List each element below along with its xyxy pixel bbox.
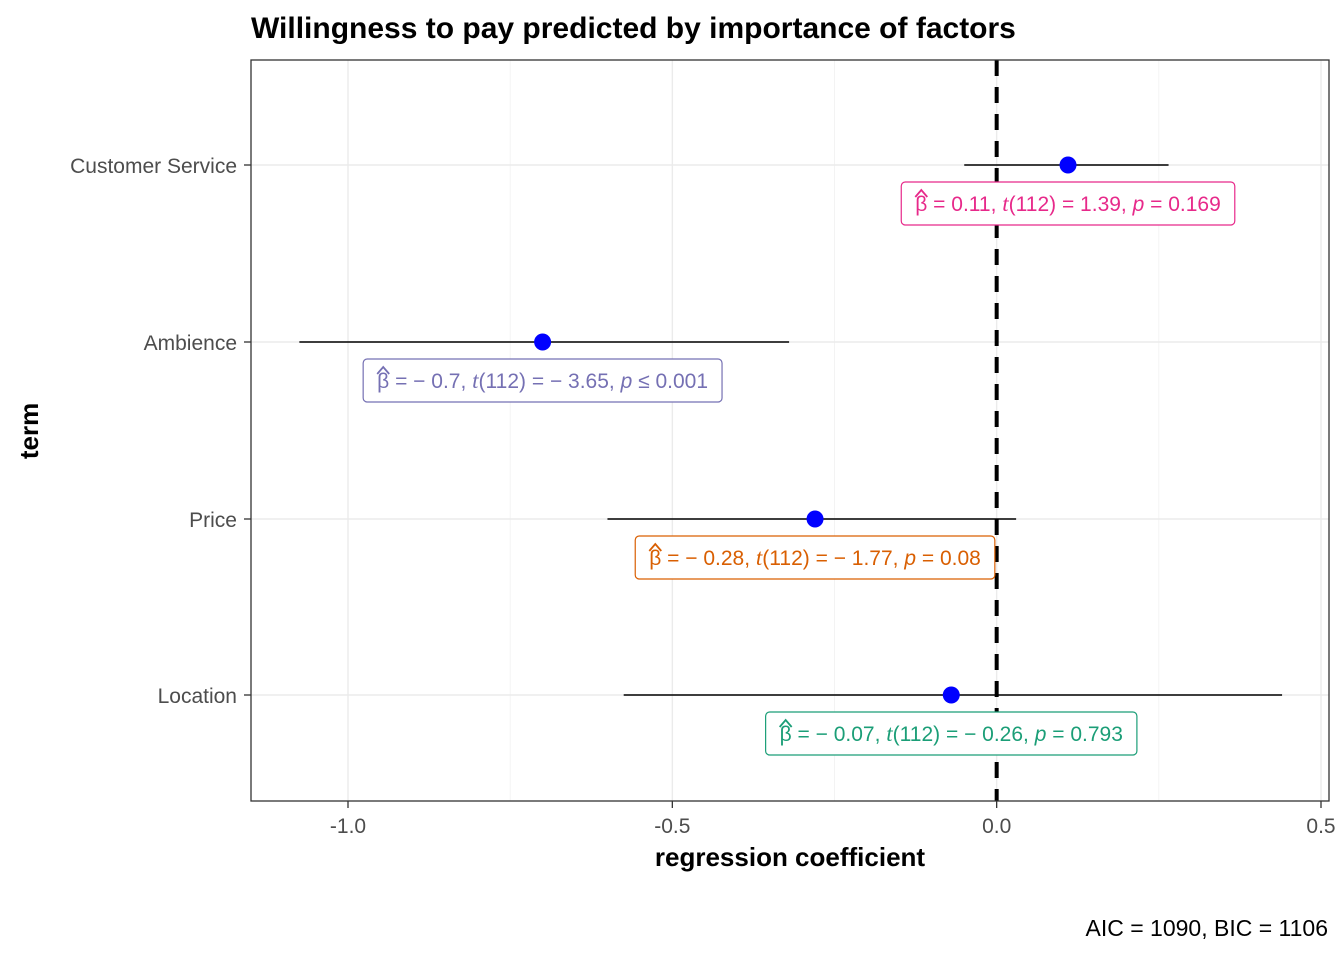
coefficient-point	[1059, 156, 1077, 174]
coefficient-annotation: β = − 0.07, t(112) = − 0.26, p = 0.793	[765, 711, 1138, 756]
x-axis: -1.0 -0.5 0.0 0.5	[330, 801, 1336, 838]
y-tick-label: Price	[189, 509, 237, 532]
coefficient-annotation: β = − 0.28, t(112) = − 1.77, p = 0.08	[634, 535, 996, 580]
grid-lines	[251, 60, 1329, 801]
beta-hat-mark	[648, 542, 662, 552]
y-tick-label: Customer Service	[70, 155, 237, 178]
coefficient-point	[534, 333, 552, 351]
x-tick-label: -0.5	[654, 815, 690, 838]
annotation-box	[362, 358, 723, 403]
annotation-box	[765, 711, 1138, 756]
annotation-text: β = − 0.7, t(112) = − 3.65, p ≤ 0.001	[377, 368, 708, 393]
coefficient-point	[806, 510, 824, 528]
beta-hat-mark	[376, 365, 390, 375]
y-axis: Customer Service Ambience Price Location	[70, 155, 251, 708]
coefficient-annotation: β = − 0.7, t(112) = − 3.65, p ≤ 0.001	[362, 358, 723, 403]
x-tick-label: -1.0	[330, 815, 366, 838]
annotation-text: β = − 0.07, t(112) = − 0.26, p = 0.793	[780, 721, 1123, 746]
annotation-box	[634, 535, 996, 580]
annotation-box	[900, 181, 1236, 226]
estimates-layer: β = 0.11, t(112) = 1.39, p = 0.169 β = − …	[299, 156, 1283, 756]
x-axis-title: regression coefficient	[655, 842, 926, 872]
x-tick-label: 0.5	[1306, 815, 1335, 838]
chart-title: Willingness to pay predicted by importan…	[251, 12, 1016, 45]
beta-hat-mark	[778, 718, 793, 728]
y-tick-label: Ambience	[144, 332, 237, 355]
y-axis-title: term	[14, 403, 44, 459]
plot-panel-border	[250, 59, 1330, 802]
annotation-text: β = 0.11, t(112) = 1.39, p = 0.169	[915, 191, 1221, 216]
y-tick-label: Location	[158, 685, 237, 708]
model-fit-caption: AIC = 1090, BIC = 1106	[1085, 915, 1328, 941]
annotation-text: β = − 0.28, t(112) = − 1.77, p = 0.08	[649, 545, 981, 570]
x-tick-label: 0.0	[982, 815, 1011, 838]
coefficient-annotation: β = 0.11, t(112) = 1.39, p = 0.169	[900, 181, 1236, 226]
beta-hat-mark	[914, 188, 928, 198]
coefficient-point	[942, 686, 960, 704]
